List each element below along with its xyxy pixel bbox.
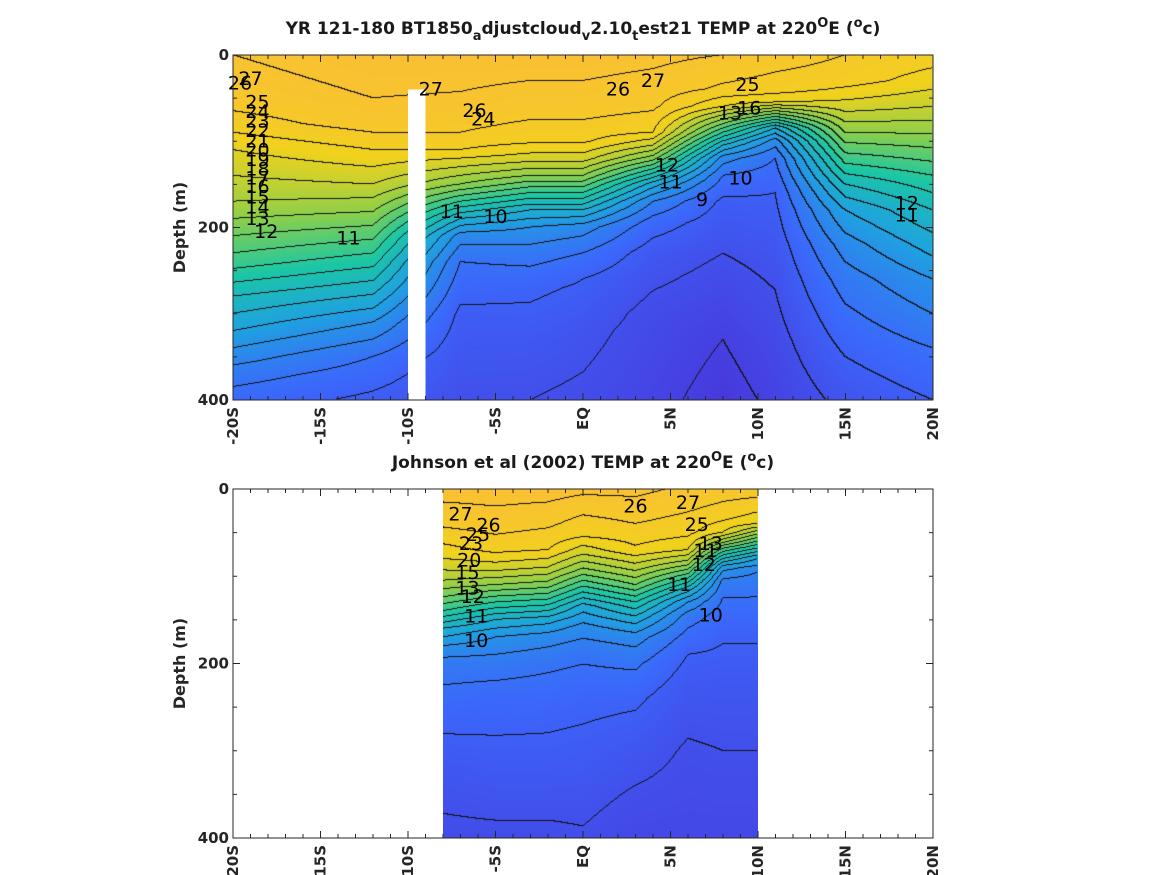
contour-label: 23 <box>245 110 269 132</box>
contour-label: 17 <box>245 167 269 189</box>
contour-label: 27 <box>419 79 443 101</box>
data-gap <box>408 89 426 400</box>
contour-label: 26 <box>606 79 630 101</box>
contour-label: 11 <box>336 228 360 250</box>
x-tick-label: 10N <box>749 407 767 440</box>
y-tick-label: 0 <box>219 46 229 64</box>
contour-label: 23 <box>459 533 483 555</box>
x-tick-label: EQ <box>574 845 592 868</box>
contour-label: 26 <box>462 100 486 122</box>
x-tick-label: 10N <box>749 845 767 875</box>
x-tick-label: -20S <box>224 407 242 445</box>
contour-label: 10 <box>728 167 752 189</box>
contour-label: 9 <box>696 189 708 211</box>
x-tick-label: -15S <box>312 407 330 445</box>
y-tick-label: 400 <box>198 391 229 409</box>
x-tick-label: 5N <box>662 407 680 430</box>
contour-label: 13 <box>455 577 479 599</box>
contour-label: 16 <box>737 97 761 119</box>
contour-label: 26 <box>623 495 647 517</box>
x-tick-label: -5S <box>487 845 505 872</box>
temperature-field <box>443 489 758 838</box>
contour-label: 25 <box>735 74 759 96</box>
contour-label: 13 <box>699 533 723 555</box>
y-tick-label: 0 <box>219 480 229 498</box>
contour-label: 13 <box>245 208 269 230</box>
contour-label: 24 <box>245 101 269 123</box>
contour-label: 18 <box>245 159 269 181</box>
contour-label: 25 <box>466 524 490 546</box>
contour-label: 11 <box>658 172 682 194</box>
y-tick-label: 400 <box>198 829 229 847</box>
contour-label: 11 <box>464 605 488 627</box>
contour-label: 20 <box>457 550 481 572</box>
x-tick-label: EQ <box>574 407 592 430</box>
x-tick-label: -20S <box>224 845 242 875</box>
contour-label: 12 <box>692 554 716 576</box>
contour-label: 20 <box>245 140 269 162</box>
contour-label: 15 <box>245 186 269 208</box>
contour-label: 16 <box>245 176 269 198</box>
x-tick-label: -10S <box>399 845 417 875</box>
temperature-field <box>233 55 933 400</box>
contour-label: 10 <box>483 206 507 228</box>
contour-label: 13 <box>718 103 742 125</box>
contour-label: 12 <box>655 154 679 176</box>
contour-label: 25 <box>685 514 709 536</box>
contour-label: 11 <box>693 540 717 562</box>
contour-label: 11 <box>440 201 464 223</box>
x-tick-label: 15N <box>837 407 855 440</box>
contour-label: 26 <box>228 72 252 94</box>
x-tick-label: -5S <box>487 407 505 434</box>
contour-label: 10 <box>699 605 723 627</box>
contour-label: 11 <box>895 204 919 226</box>
contour-label: 24 <box>471 109 495 131</box>
chart-title: Johnson et al (2002) TEMP at 220OE (oc) <box>391 450 774 473</box>
y-tick-label: 200 <box>198 219 229 237</box>
x-tick-label: 20N <box>924 845 942 875</box>
contour-label: 25 <box>245 91 269 113</box>
contour-label: 22 <box>245 120 269 142</box>
contour-label: 15 <box>455 562 479 584</box>
x-tick-label: -10S <box>399 407 417 445</box>
contour-label: 27 <box>448 503 472 525</box>
contour-label: 26 <box>476 515 500 537</box>
x-tick-label: 20N <box>924 407 942 440</box>
y-axis-label: Depth (m) <box>170 182 189 274</box>
contour-label: 21 <box>245 130 269 152</box>
contour-label: 10 <box>464 630 488 652</box>
y-tick-label: 200 <box>198 655 229 673</box>
x-tick-label: 5N <box>662 845 680 868</box>
contour-label: 12 <box>461 586 485 608</box>
contour-label: 14 <box>245 197 269 219</box>
chart-title: YR 121-180 BT1850adjustcloudv2.10test21 … <box>285 16 881 44</box>
contour-label: 12 <box>895 192 919 214</box>
x-tick-label: 15N <box>837 845 855 875</box>
contour-label: 27 <box>238 68 262 90</box>
y-axis-label: Depth (m) <box>170 618 189 710</box>
x-tick-label: -15S <box>312 845 330 875</box>
contour-label: 12 <box>254 221 278 243</box>
contour-label: 27 <box>641 70 665 92</box>
contour-label: 19 <box>245 149 269 171</box>
contour-label: 11 <box>667 574 691 596</box>
contour-label: 27 <box>676 492 700 514</box>
